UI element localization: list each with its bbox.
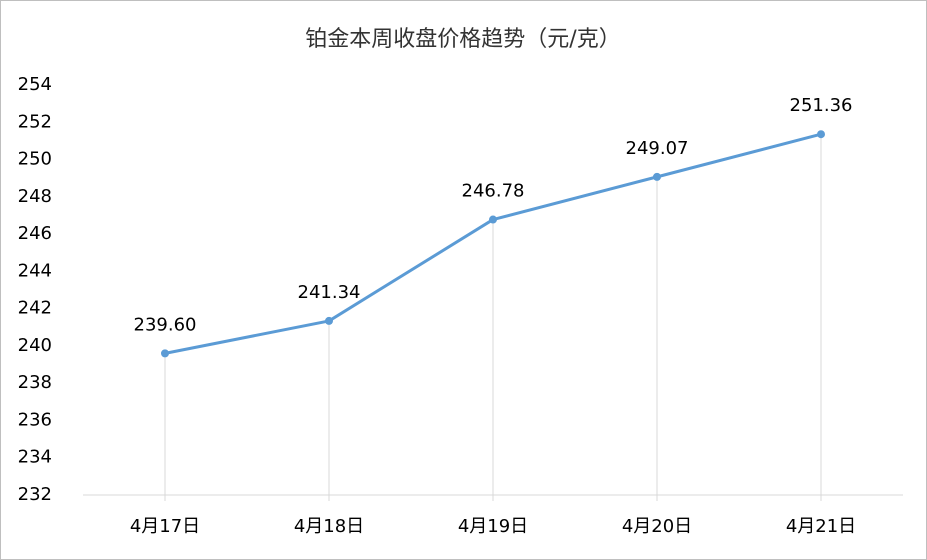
- data-label: 239.60: [134, 314, 197, 335]
- y-tick-label: 232: [18, 484, 52, 505]
- data-point: [653, 172, 661, 181]
- y-tick-label: 238: [18, 372, 52, 393]
- y-tick-label: 252: [18, 111, 52, 132]
- y-tick-label: 250: [18, 149, 52, 170]
- y-tick-label: 242: [18, 298, 52, 319]
- y-tick-label: 236: [18, 409, 52, 430]
- y-tick-label: 254: [18, 74, 52, 95]
- data-label: 251.36: [790, 95, 853, 116]
- data-point: [325, 316, 333, 325]
- y-tick-label: 240: [18, 335, 52, 356]
- data-label: 249.07: [626, 138, 689, 159]
- data-point: [489, 215, 497, 224]
- x-tick-label: 4月21日: [786, 516, 856, 537]
- y-tick-label: 244: [18, 260, 52, 281]
- data-point: [817, 130, 825, 139]
- data-point: [161, 349, 169, 358]
- x-tick-label: 4月19日: [458, 516, 528, 537]
- chart-title: 铂金本周收盘价格趋势（元/克）: [305, 27, 620, 52]
- y-tick-label: 248: [18, 186, 52, 207]
- data-label: 241.34: [298, 282, 361, 303]
- y-tick-label: 234: [18, 447, 52, 468]
- data-label: 246.78: [462, 181, 525, 202]
- x-tick-label: 4月17日: [130, 516, 200, 537]
- x-tick-label: 4月20日: [622, 516, 692, 537]
- x-tick-label: 4月18日: [294, 516, 364, 537]
- y-tick-label: 246: [18, 223, 52, 244]
